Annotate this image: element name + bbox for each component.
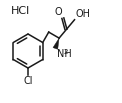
Text: OH: OH [75,9,90,19]
Text: HCl: HCl [10,6,30,16]
Polygon shape [53,38,59,49]
Text: O: O [55,7,62,17]
Text: NH: NH [57,49,72,59]
Text: Cl: Cl [23,75,33,85]
Text: 2: 2 [64,49,68,55]
